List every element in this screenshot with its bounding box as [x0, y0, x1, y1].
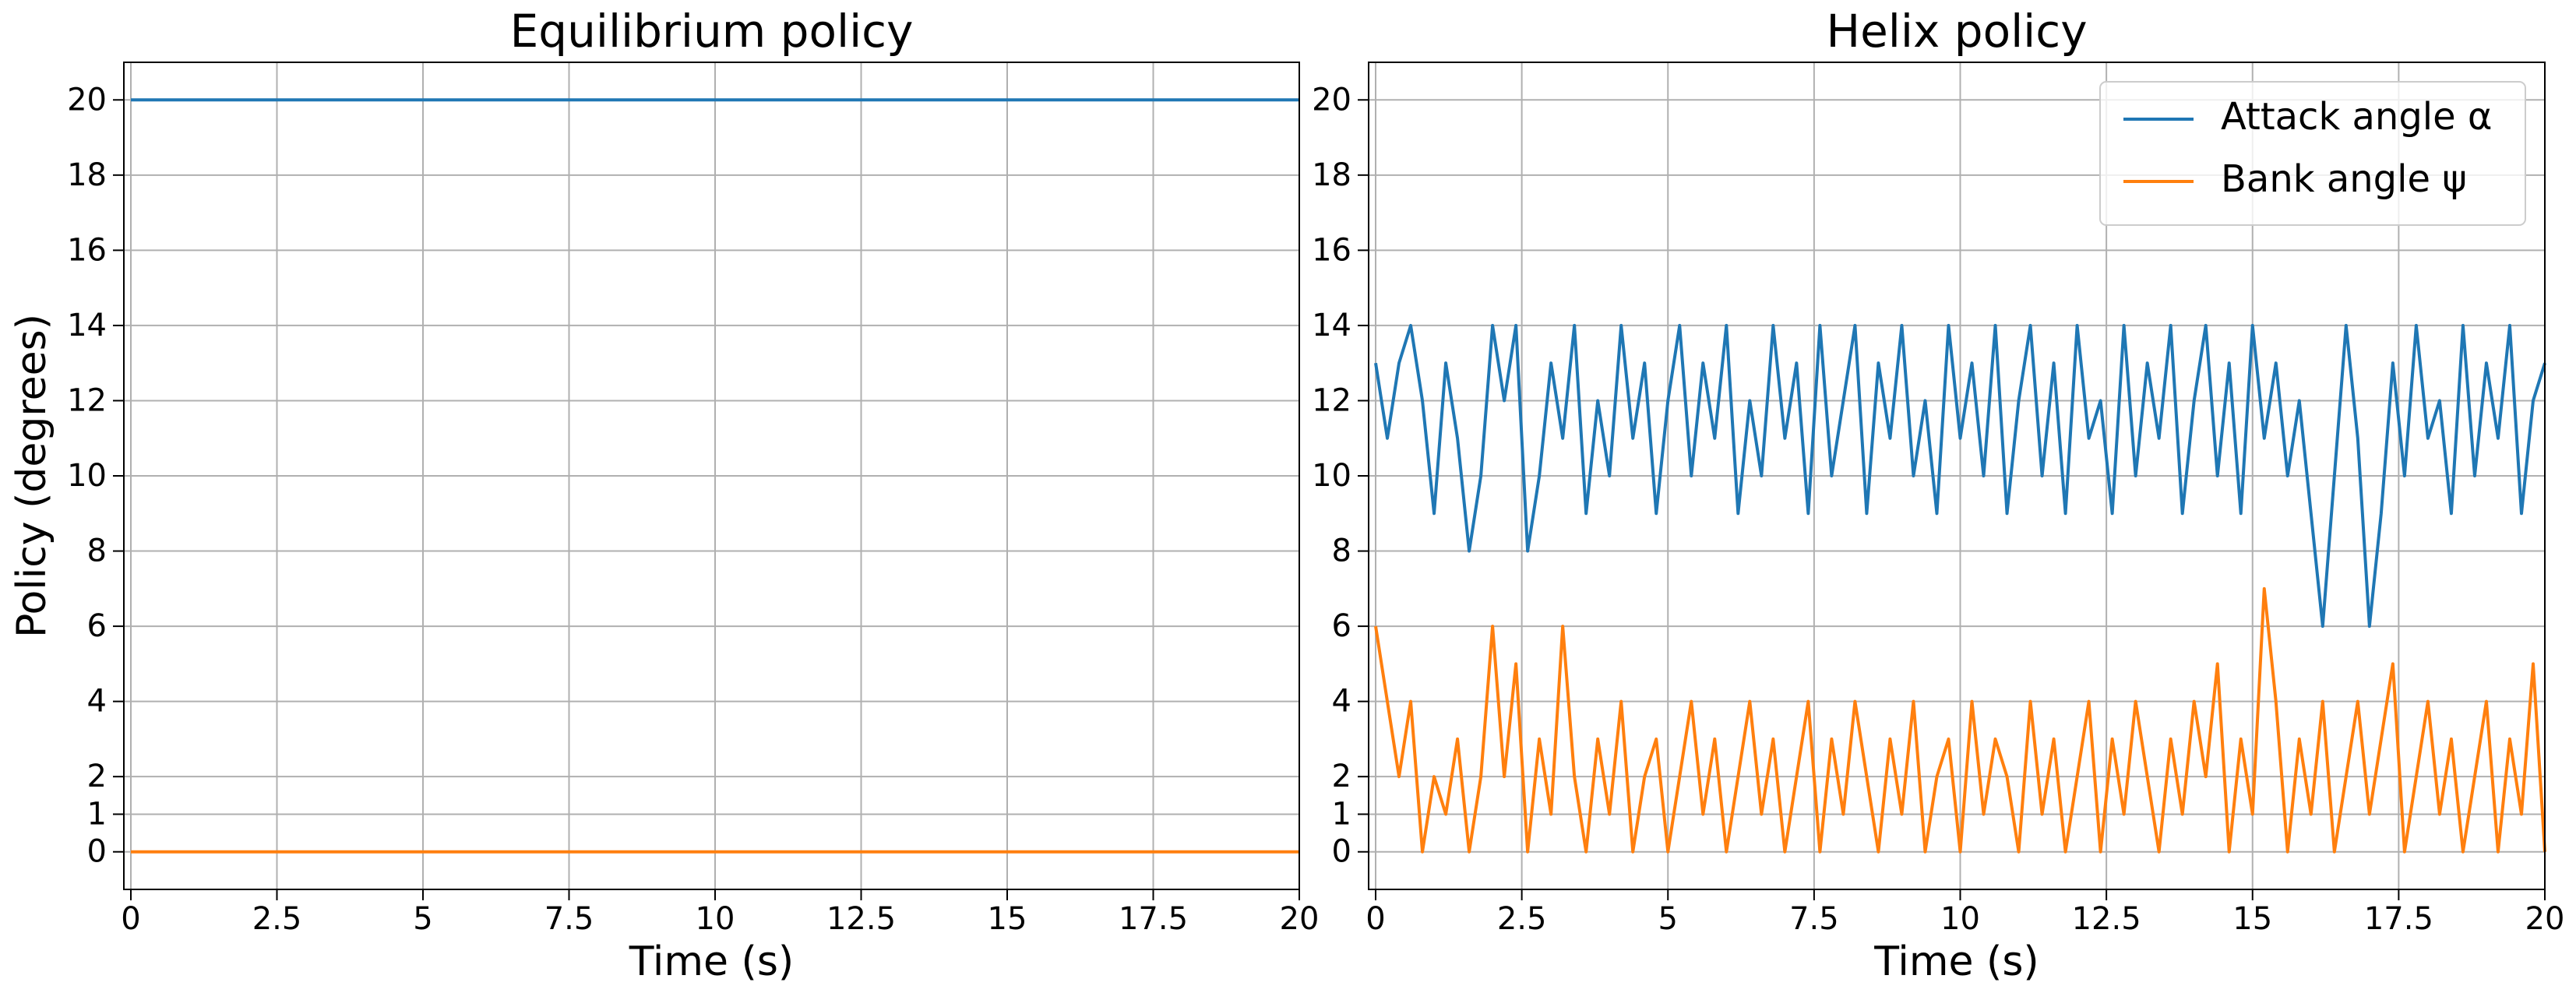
y-tick-label: 10 [67, 458, 107, 494]
y-tick-label: 12 [1312, 382, 1351, 418]
x-tick-label: 10 [696, 901, 735, 937]
axes-frame [123, 62, 1300, 890]
y-tick-label: 1 [1332, 796, 1351, 832]
x-tick-label: 0 [121, 901, 140, 937]
y-tick-label: 8 [1332, 533, 1351, 569]
y-tick-label: 18 [67, 157, 107, 193]
x-tick-label: 12.5 [2072, 901, 2141, 937]
y-tick-label: 12 [67, 382, 107, 418]
y-tick-label: 2 [87, 759, 107, 794]
y-tick-label: 1 [87, 796, 107, 832]
x-tick-label: 15 [988, 901, 1027, 937]
axes-frame [1368, 62, 2546, 890]
x-tick-label: 15 [2232, 901, 2272, 937]
y-tick-label: 8 [87, 533, 107, 569]
chart-title: Helix policy [1826, 5, 2087, 58]
y-tick-label: 0 [87, 834, 107, 870]
y-tick-label: 10 [1312, 458, 1351, 494]
y-tick-label: 14 [67, 308, 107, 343]
y-tick-label: 16 [1312, 232, 1351, 268]
y-tick-label: 6 [87, 608, 107, 644]
x-tick-label: 17.5 [2364, 901, 2433, 937]
x-tick-label: 2.5 [252, 901, 302, 937]
x-tick-label: 2.5 [1497, 901, 1547, 937]
legend-label: Bank angle ψ [2221, 157, 2467, 201]
x-tick-label: 10 [1940, 901, 1980, 937]
x-tick-label: 12.5 [826, 901, 896, 937]
legend-label: Attack angle α [2221, 95, 2493, 139]
y-tick-label: 2 [1332, 759, 1351, 794]
x-axis-label: Time (s) [629, 938, 794, 985]
chart-title: Equilibrium policy [510, 5, 914, 58]
y-tick-label: 4 [1332, 684, 1351, 720]
y-tick-label: 0 [1332, 834, 1351, 870]
x-tick-label: 5 [1658, 901, 1678, 937]
y-tick-label: 16 [67, 232, 107, 268]
y-tick-label: 14 [1312, 308, 1351, 343]
legend-box [2099, 81, 2526, 226]
y-tick-label: 18 [1312, 157, 1351, 193]
y-tick-label: 4 [87, 684, 107, 720]
series-line [1374, 323, 2546, 629]
y-tick-label: 20 [67, 82, 107, 118]
y-tick-label: 6 [1332, 608, 1351, 644]
y-axis-label: Policy (degrees) [9, 314, 55, 638]
x-tick-label: 7.5 [544, 901, 594, 937]
x-tick-label: 20 [2525, 901, 2565, 937]
y-tick-label: 20 [1312, 82, 1351, 118]
x-tick-label: 7.5 [1789, 901, 1839, 937]
x-axis-label: Time (s) [1873, 938, 2039, 985]
x-tick-label: 5 [413, 901, 432, 937]
series-line [1374, 586, 2546, 854]
x-tick-label: 17.5 [1119, 901, 1188, 937]
x-tick-label: 20 [1280, 901, 1320, 937]
x-tick-label: 0 [1366, 901, 1385, 937]
